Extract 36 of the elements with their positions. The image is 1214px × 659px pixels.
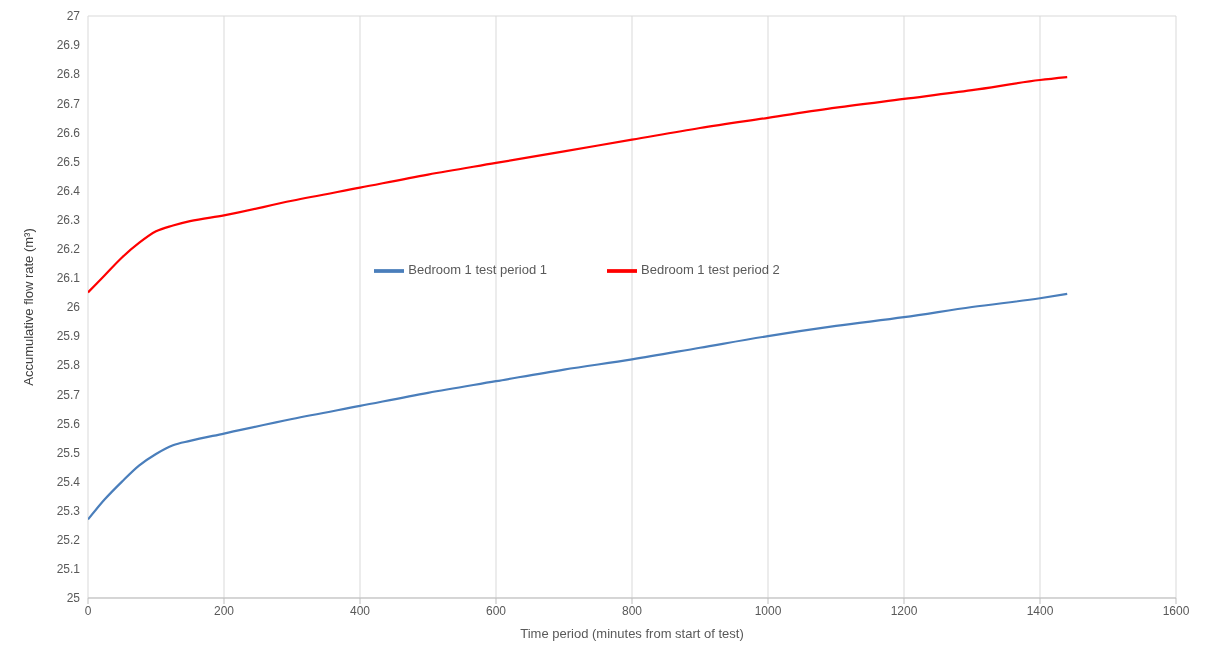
y-tick-label: 26.5 (56, 154, 81, 169)
x-tick-label: 200 (213, 603, 235, 618)
y-tick-label: 26.2 (56, 242, 81, 257)
x-tick-label: 800 (621, 603, 643, 618)
x-tick-label: 1000 (754, 603, 782, 618)
y-tick-label: 25.6 (56, 416, 81, 431)
y-tick-label: 26 (66, 300, 81, 315)
legend-label: Bedroom 1 test period 2 (641, 262, 780, 278)
y-tick-label: 26.7 (56, 96, 81, 111)
y-tick-label: 26.1 (56, 271, 81, 286)
line-series (88, 76, 1069, 294)
y-tick-label: 25.2 (56, 533, 81, 548)
y-tick-label: 26.9 (56, 38, 81, 53)
x-tick-label: 0 (84, 603, 92, 618)
y-tick-label: 25.8 (56, 358, 81, 373)
x-tick-label: 600 (485, 603, 507, 618)
x-axis-title: Time period (minutes from start of test) (520, 626, 744, 641)
y-tick-label: 26.6 (56, 125, 81, 140)
y-tick-label: 25 (66, 591, 81, 606)
line-series (88, 292, 1069, 521)
y-tick-label: 25.9 (56, 329, 81, 344)
legend-label: Bedroom 1 test period 1 (408, 262, 547, 278)
y-tick-label: 25.1 (56, 562, 81, 577)
y-axis-title: Accumulative flow rate (m³) (20, 228, 36, 386)
y-tick-label: 27 (66, 9, 81, 24)
x-tick-label: 1600 (1162, 603, 1190, 618)
y-tick-label: 26.3 (56, 212, 81, 227)
x-tick-label: 1400 (1026, 603, 1054, 618)
y-tick-label: 26.4 (56, 183, 81, 198)
y-tick-label: 26.8 (56, 67, 81, 82)
y-tick-label: 25.3 (56, 503, 81, 518)
x-tick-label: 400 (349, 603, 371, 618)
x-tick-label: 1200 (890, 603, 918, 618)
y-tick-label: 25.5 (56, 445, 81, 460)
y-tick-label: 25.7 (56, 387, 81, 402)
y-tick-label: 25.4 (56, 474, 81, 489)
